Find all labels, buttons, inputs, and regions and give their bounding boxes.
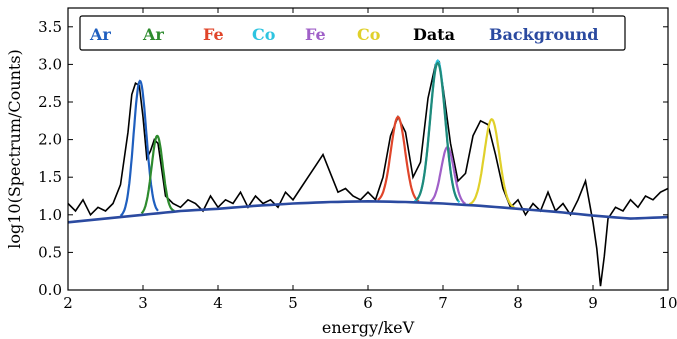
legend-entry: Ar	[142, 25, 164, 44]
y-tick-label: 1.5	[38, 168, 62, 186]
y-tick-label: 0.5	[38, 243, 62, 261]
y-tick-label: 3.0	[38, 55, 62, 73]
series-peak-2	[140, 134, 175, 215]
x-tick-label: 10	[658, 294, 677, 312]
ticks-layer: 2 3 4 5 6 7 8 9 10 0.0 0.5 1.0 1.5 2.0 2.5 3.0 3.5	[38, 8, 677, 312]
x-tick-label: 7	[438, 294, 448, 312]
legend-box	[79, 15, 626, 51]
y-tick-label: 1.0	[38, 206, 62, 224]
series-background-line	[68, 199, 668, 224]
series-peak-3	[377, 115, 420, 203]
legend-entry: Ar	[89, 25, 111, 44]
series-peak-7	[415, 61, 459, 202]
legend-entry: Co	[252, 25, 276, 44]
y-tick-label: 3.5	[38, 18, 62, 36]
x-axis-label: energy/keV	[322, 318, 415, 337]
legend-entry: Co	[357, 25, 381, 44]
x-tick-label: 3	[138, 294, 148, 312]
y-tick-label: 2.0	[38, 131, 62, 149]
y-tick-label: 2.5	[38, 93, 62, 111]
legend: Ar Ar Fe Co Fe Co Data Background	[79, 15, 626, 51]
series-layer	[68, 58, 668, 287]
x-tick-label: 4	[213, 294, 223, 312]
series-peak-1	[119, 79, 159, 217]
x-tick-label: 6	[363, 294, 373, 312]
series-data-line	[68, 60, 668, 287]
y-tick-label: 0.0	[38, 281, 62, 299]
legend-entry: Data	[413, 25, 455, 44]
x-tick-label: 5	[288, 294, 298, 312]
legend-entry: Fe	[203, 25, 224, 44]
y-axis-label: log10(Spectrum/Counts)	[5, 49, 24, 249]
legend-entry: Background	[489, 25, 598, 44]
x-tick-label: 2	[63, 294, 73, 312]
x-tick-label: 9	[588, 294, 598, 312]
x-tick-label: 8	[513, 294, 523, 312]
series-peak-6	[468, 118, 515, 209]
legend-entry: Fe	[305, 25, 326, 44]
